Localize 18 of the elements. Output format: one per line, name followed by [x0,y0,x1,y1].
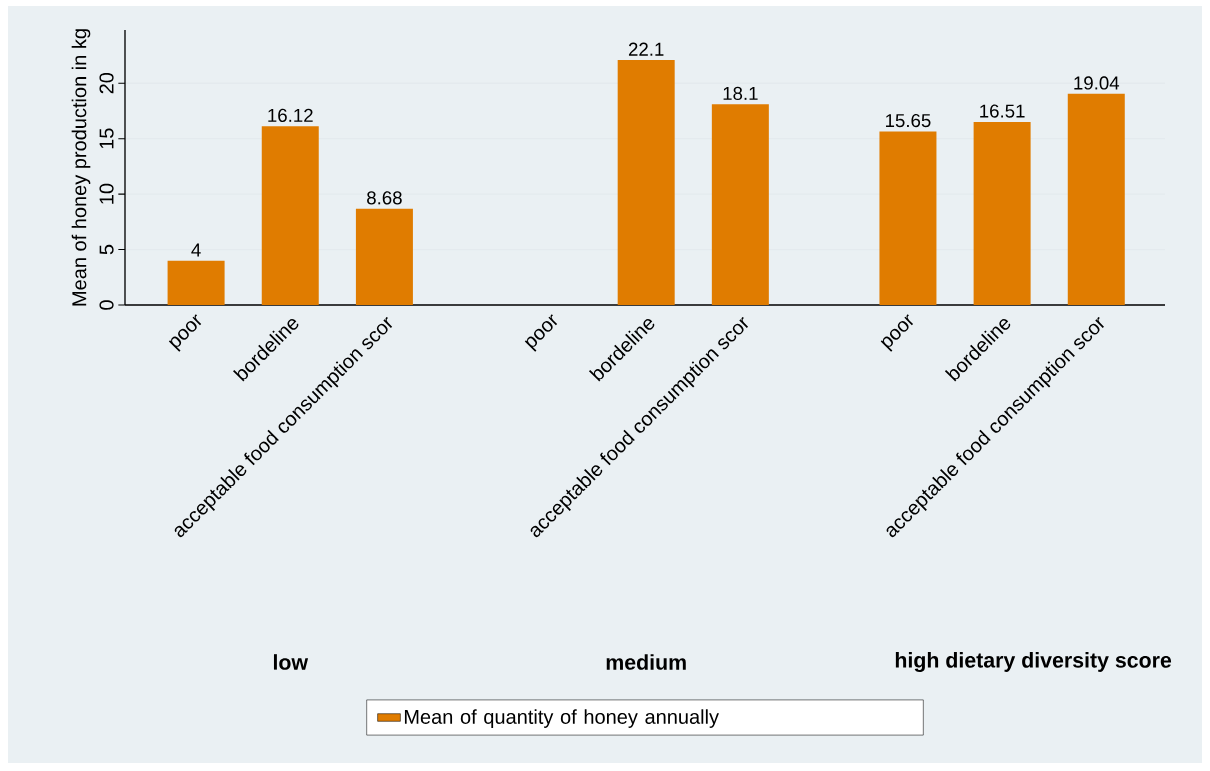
y-axis-title: Mean of honey production in kg [71,29,91,306]
data-label: 4 [191,243,201,257]
data-label: 22.1 [628,42,664,56]
data-label: 18.1 [723,86,758,101]
y-tick-label: 15 [99,128,114,149]
y-tick-label: 20 [99,72,114,94]
y-tick-label: 5 [99,244,114,255]
data-label: 16.12 [268,108,313,122]
data-label: 16.51 [980,104,1025,118]
data-label: 8.68 [367,191,402,205]
y-tick-label: 10 [99,183,114,204]
text: medium [606,654,686,670]
data-label: 19.04 [1074,76,1120,90]
legend-label: Mean of quantity of honey annually [404,709,719,728]
data-label: 15.65 [886,113,931,128]
y-tick-label: 0 [99,300,114,310]
text: low [273,654,309,670]
text: high dietary diversity score [895,652,1172,672]
